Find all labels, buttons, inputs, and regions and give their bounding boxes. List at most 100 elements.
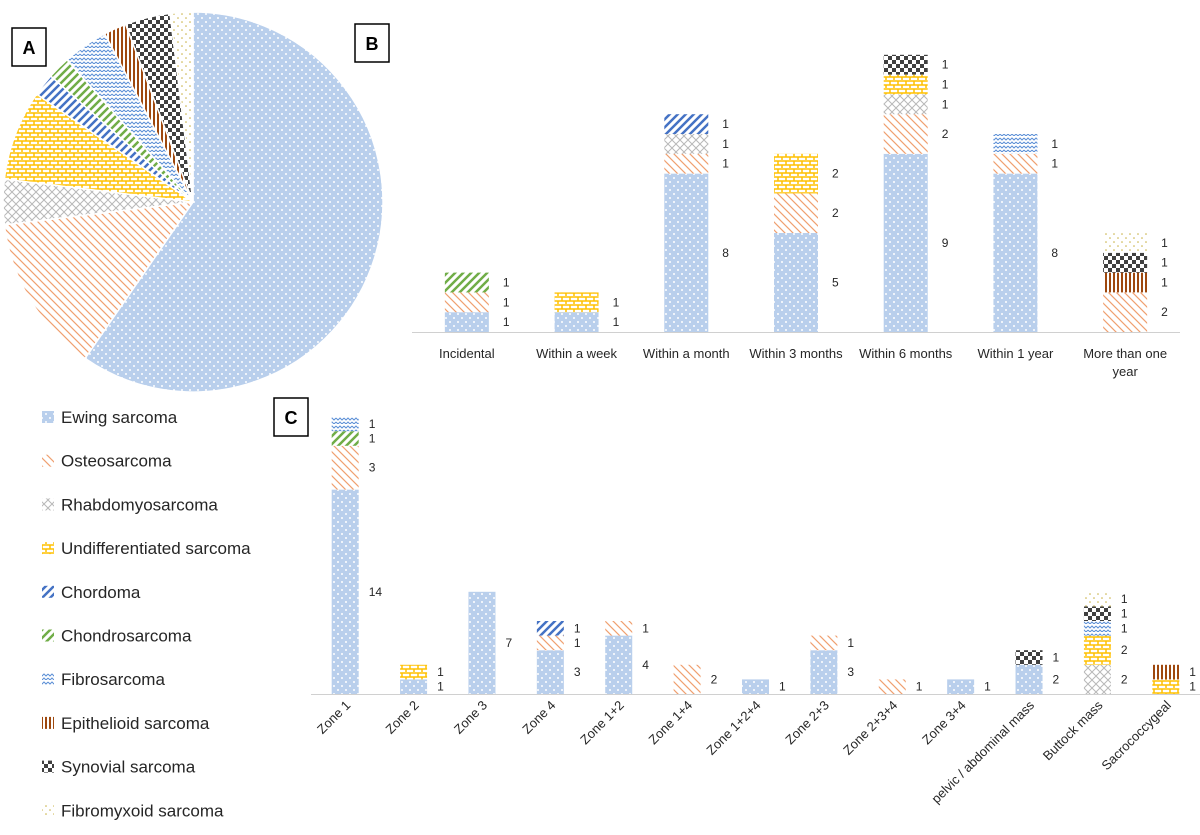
bar-segment-epithelioid-sarcoma [1103, 272, 1148, 293]
legend-label: Epithelioid sarcoma [61, 714, 210, 733]
legend-item-undifferentiated-sarcoma: Undifferentiated sarcoma [42, 539, 251, 558]
bar-segment-ewing-sarcoma [993, 173, 1038, 332]
bar-segment-rhabdomyosarcoma [664, 134, 709, 154]
x-tick-label: Zone 2+3+4 [840, 698, 900, 758]
bar-segment-ewing-sarcoma [536, 650, 564, 694]
x-tick-label: year [1112, 364, 1138, 379]
data-label: 1 [1161, 276, 1168, 290]
data-label: 3 [369, 461, 376, 475]
bar-segment-ewing-sarcoma [444, 312, 489, 332]
bar-segment-undifferentiated-sarcoma [1152, 679, 1180, 694]
x-tick-label: Sacrococcygeal [1098, 697, 1174, 773]
legend-item-fibromyxoid-sarcoma: Fibromyxoid sarcoma [42, 801, 224, 820]
bar-segment-ewing-sarcoma [605, 635, 633, 694]
bar-segment-synovial-sarcoma [883, 54, 928, 75]
bar-segment-synovial-sarcoma [1083, 606, 1111, 621]
bar-segment-chordoma [664, 114, 709, 134]
legend-swatch [42, 454, 54, 467]
bar-segment-ewing-sarcoma [742, 679, 769, 694]
legend-item-synovial-sarcoma: Synovial sarcoma [42, 758, 196, 777]
bar-segment-osteosarcoma [673, 664, 701, 694]
bar-segment-osteosarcoma [810, 635, 838, 651]
data-label: 1 [916, 680, 923, 694]
x-tick-label: Within 1 year [977, 346, 1054, 361]
bar-segment-ewing-sarcoma [331, 489, 359, 694]
panel-label-b: B [354, 23, 390, 63]
legend-label: Ewing sarcoma [61, 408, 178, 427]
legend-swatch [42, 542, 54, 555]
x-tick-label: Zone 1 [314, 698, 353, 737]
bar-segment-fibromyxoid-sarcoma [1103, 233, 1148, 253]
data-label: 1 [1051, 137, 1058, 151]
data-label: 2 [1121, 672, 1128, 686]
legend-item-osteosarcoma: Osteosarcoma [42, 452, 172, 471]
data-label: 2 [942, 127, 949, 141]
data-label: 2 [832, 167, 839, 181]
bar-chart-b: 1 1 1 Incidental 1 1 Within a week 8 1 1 1 Within a… [412, 54, 1180, 379]
bar-segment-osteosarcoma [774, 193, 818, 233]
legend: Ewing sarcoma Osteosarcoma Rhabdomyosarcom… [42, 408, 251, 820]
legend-label: Synovial sarcoma [61, 758, 196, 777]
bar-segment-osteosarcoma [993, 153, 1038, 174]
bar-segment-ewing-sarcoma [554, 312, 599, 332]
data-label: 3 [574, 665, 581, 679]
x-tick-label: Buttock mass [1040, 697, 1106, 763]
data-label: 1 [1121, 621, 1128, 635]
bar-segment-ewing-sarcoma [400, 679, 428, 694]
x-tick-label: Within a week [536, 346, 617, 361]
legend-swatch [42, 716, 54, 729]
legend-item-ewing-sarcoma: Ewing sarcoma [42, 408, 178, 427]
svg-text:A: A [23, 38, 36, 58]
data-label: 8 [1051, 246, 1058, 260]
legend-swatch [42, 411, 54, 423]
x-tick-label: Zone 3 [451, 698, 490, 737]
data-label: 7 [505, 636, 512, 650]
legend-item-rhabdomyosarcoma: Rhabdomyosarcoma [42, 495, 218, 514]
panel-label-a: A [11, 27, 47, 67]
data-label: 1 [722, 117, 729, 131]
svg-text:B: B [366, 34, 379, 54]
bar-segment-osteosarcoma [331, 445, 359, 490]
bar-segment-rhabdomyosarcoma [1083, 664, 1111, 694]
bar-segment-chordoma [536, 621, 564, 636]
data-label: 1 [369, 432, 376, 446]
bar-segment-osteosarcoma [664, 153, 709, 174]
data-label: 1 [503, 276, 510, 290]
legend-swatch [42, 673, 54, 686]
data-label: 1 [503, 315, 510, 329]
bar-segment-chondrosarcoma [331, 431, 359, 446]
panel-label-c: C [273, 397, 309, 437]
data-label: 1 [1161, 256, 1168, 270]
bar-segment-chondrosarcoma [444, 272, 489, 293]
data-label: 1 [1121, 592, 1128, 606]
x-tick-label: Zone 1+4 [646, 698, 696, 748]
legend-swatch [42, 760, 54, 773]
data-label: 2 [1053, 672, 1060, 686]
data-label: 9 [942, 236, 949, 250]
x-tick-label: Zone 1+2 [577, 698, 627, 748]
data-label: 1 [1053, 651, 1060, 665]
bar-segment-fibrosarcoma [993, 134, 1038, 154]
data-label: 3 [847, 665, 854, 679]
legend-item-chordoma: Chordoma [42, 583, 141, 602]
pie-slice-osteosarcoma [3, 201, 195, 360]
data-label: 1 [942, 58, 949, 72]
legend-label: Fibrosarcoma [61, 670, 165, 689]
legend-label: Chondrosarcoma [61, 627, 192, 646]
data-label: 2 [1121, 643, 1128, 657]
x-tick-label: Within 6 months [859, 346, 953, 361]
data-label: 1 [574, 621, 581, 635]
legend-swatch [42, 804, 54, 817]
bar-segment-ewing-sarcoma [947, 679, 975, 694]
x-tick-label: Within 3 months [749, 346, 843, 361]
x-tick-label: Zone 4 [519, 698, 558, 737]
data-label: 5 [832, 276, 839, 290]
bar-segment-rhabdomyosarcoma [883, 94, 928, 115]
data-label: 1 [1121, 607, 1128, 621]
x-tick-label: Incidental [439, 346, 495, 361]
bar-segment-undifferentiated-sarcoma [774, 153, 818, 194]
svg-text:C: C [285, 408, 298, 428]
data-label: 1 [437, 680, 444, 694]
legend-swatch [42, 498, 54, 511]
